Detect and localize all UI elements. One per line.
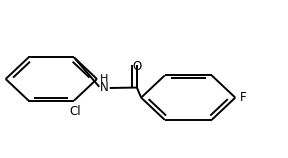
Text: O: O xyxy=(132,60,141,73)
Text: N: N xyxy=(100,81,109,94)
Text: H: H xyxy=(100,74,108,84)
Text: F: F xyxy=(240,91,246,104)
Text: Cl: Cl xyxy=(70,105,81,118)
